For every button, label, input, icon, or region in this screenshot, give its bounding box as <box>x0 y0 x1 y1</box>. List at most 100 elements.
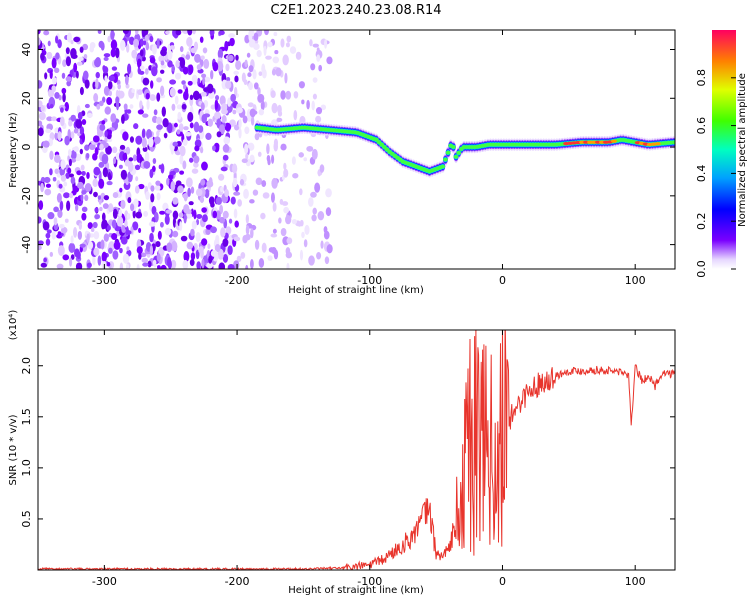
noise-mark <box>200 55 205 60</box>
noise-mark <box>80 194 84 201</box>
noise-mark <box>106 224 111 231</box>
noise-mark <box>141 56 146 62</box>
noise-mark <box>271 154 275 164</box>
noise-mark <box>84 103 90 109</box>
noise-mark <box>100 239 105 250</box>
noise-mark <box>141 128 146 139</box>
noise-mark <box>40 105 45 112</box>
noise-mark <box>310 63 316 71</box>
noise-mark <box>156 124 163 130</box>
noise-mark <box>227 245 233 256</box>
ridge-peak-mark <box>654 142 661 146</box>
noise-mark <box>112 146 118 154</box>
noise-mark <box>219 95 226 106</box>
noise-mark <box>218 262 226 269</box>
noise-mark <box>171 240 178 252</box>
spectrogram-frame <box>37 29 676 270</box>
noise-mark <box>181 103 187 110</box>
noise-mark <box>325 188 332 198</box>
top-y-ticks: -40 -20 0 20 40 <box>20 43 675 254</box>
noise-mark <box>64 101 70 112</box>
noise-mark <box>121 114 125 124</box>
noise-mark <box>249 199 255 204</box>
noise-mark <box>97 255 102 266</box>
noise-mark <box>186 241 194 250</box>
noise-mark <box>128 157 134 162</box>
noise-mark <box>159 210 166 215</box>
noise-mark <box>126 43 130 53</box>
noise-mark <box>146 129 152 140</box>
noise-mark <box>120 236 128 245</box>
noise-mark <box>70 176 76 185</box>
noise-mark <box>92 135 100 143</box>
noise-mark <box>178 212 184 218</box>
noise-mark <box>245 264 249 269</box>
noise-mark <box>258 108 265 116</box>
noise-mark <box>70 149 77 160</box>
noise-mark <box>181 80 186 85</box>
ridge-mark <box>376 140 382 145</box>
noise-mark <box>118 164 123 169</box>
noise-mark <box>145 92 150 100</box>
noise-mark <box>320 104 327 111</box>
noise-mark <box>134 164 141 171</box>
noise-mark <box>51 57 57 69</box>
noise-mark <box>271 68 277 76</box>
noise-mark <box>200 179 206 186</box>
noise-mark <box>110 48 116 58</box>
noise-mark <box>68 119 73 127</box>
noise-mark <box>139 100 143 109</box>
noise-mark <box>228 218 233 224</box>
noise-mark <box>146 99 150 110</box>
noise-mark <box>212 61 219 72</box>
noise-mark <box>172 217 177 228</box>
noise-mark <box>283 206 290 214</box>
noise-mark <box>233 70 240 75</box>
noise-mark <box>155 241 161 248</box>
noise-mark <box>101 251 107 263</box>
noise-mark <box>51 85 57 93</box>
noise-mark <box>183 251 190 262</box>
noise-mark <box>89 42 96 49</box>
noise-mark <box>292 173 299 179</box>
noise-mark <box>67 149 72 157</box>
noise-mark <box>143 30 149 37</box>
noise-mark <box>81 118 87 126</box>
bottom-y-multiplier: (x10⁴) <box>8 310 19 341</box>
noise-mark <box>210 202 215 208</box>
noise-mark <box>38 111 46 121</box>
noise-mark <box>187 187 191 198</box>
noise-mark <box>186 209 192 215</box>
noise-mark <box>324 256 330 265</box>
noise-mark <box>70 254 75 260</box>
bottom-x-tick-label: 100 <box>625 575 646 588</box>
noise-mark <box>155 180 161 186</box>
noise-mark <box>124 75 129 86</box>
noise-mark <box>38 100 43 108</box>
noise-mark <box>233 208 238 219</box>
noise-mark <box>311 100 315 111</box>
noise-mark <box>129 104 134 109</box>
noise-mark <box>83 54 88 59</box>
noise-mark <box>163 132 168 139</box>
noise-mark <box>319 164 325 173</box>
noise-mark <box>111 232 118 240</box>
bottom-x-axis-label: Height of straight line (km) <box>288 585 424 596</box>
noise-mark <box>87 222 93 229</box>
noise-mark <box>156 192 161 201</box>
noise-mark <box>203 58 210 69</box>
noise-mark <box>92 153 98 161</box>
noise-mark <box>262 192 270 199</box>
noise-mark <box>103 195 110 201</box>
noise-mark <box>149 35 154 43</box>
noise-mark <box>73 146 79 153</box>
noise-mark <box>212 210 218 219</box>
noise-mark <box>167 60 173 68</box>
noise-mark <box>272 228 277 234</box>
noise-mark <box>75 70 79 79</box>
page-title: C2E1.2023.240.23.08.R14 <box>270 3 441 18</box>
noise-mark <box>65 47 70 55</box>
noise-mark <box>222 254 229 263</box>
noise-mark <box>316 251 322 260</box>
noise-mark <box>93 231 100 240</box>
